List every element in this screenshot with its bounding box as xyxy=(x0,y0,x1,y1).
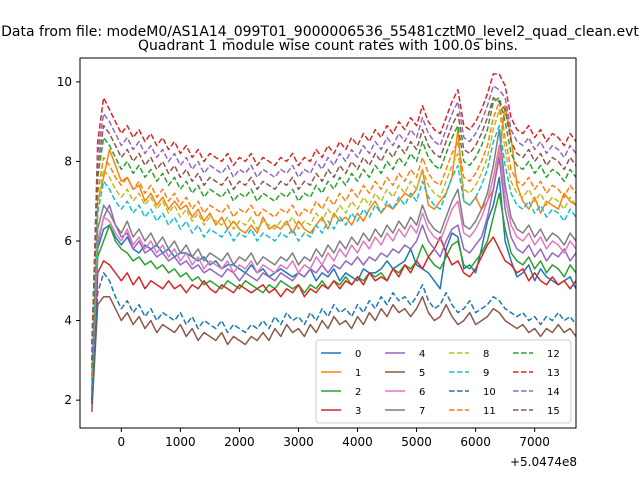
x-tick-label: 3000 xyxy=(283,435,314,449)
legend-label-14: 14 xyxy=(547,387,560,398)
series-line-6 xyxy=(91,144,576,393)
series-line-0 xyxy=(91,176,576,401)
x-tick-label: 2000 xyxy=(224,435,255,449)
plot-frame xyxy=(79,57,577,429)
series-line-8 xyxy=(91,108,576,385)
legend-label-13: 13 xyxy=(547,368,560,379)
series-line-2 xyxy=(91,192,576,401)
x-tick-label: 7000 xyxy=(519,435,550,449)
series-line-3 xyxy=(91,236,576,405)
series-line-10 xyxy=(91,272,576,401)
chart-title: Quadrant 1 module wise count rates with … xyxy=(138,38,518,54)
legend-label-7: 7 xyxy=(419,406,425,417)
legend-label-5: 5 xyxy=(419,368,425,379)
y-tick-label: 4 xyxy=(64,314,72,328)
series-layer xyxy=(91,73,576,413)
legend-label-6: 6 xyxy=(419,387,425,398)
legend-label-4: 4 xyxy=(419,349,425,360)
legend-label-12: 12 xyxy=(547,349,560,360)
legend-label-10: 10 xyxy=(483,387,496,398)
legend-label-1: 1 xyxy=(355,368,361,379)
series-line-13 xyxy=(91,73,576,361)
y-tick-label: 8 xyxy=(64,154,72,168)
series-line-12 xyxy=(91,97,576,369)
x-tick-label: 0 xyxy=(118,435,126,449)
figure-suptitle: Data from file: modeM0/AS1A14_099T01_900… xyxy=(1,24,639,40)
series-line-1 xyxy=(91,104,576,405)
legend-label-3: 3 xyxy=(355,406,361,417)
x-offset-label: +5.0474e8 xyxy=(510,455,577,469)
x-tick-label: 5000 xyxy=(401,435,432,449)
series-line-5 xyxy=(91,295,576,413)
legend-label-11: 11 xyxy=(483,406,496,417)
series-line-7 xyxy=(91,128,576,389)
legend-label-9: 9 xyxy=(483,368,489,379)
legend-label-15: 15 xyxy=(547,406,560,417)
series-line-15 xyxy=(91,97,576,345)
legend-box xyxy=(315,339,572,424)
y-tick-label: 2 xyxy=(64,393,72,407)
x-tick-label: 1000 xyxy=(165,435,196,449)
legend-label-0: 0 xyxy=(355,349,361,360)
x-tick-label: 6000 xyxy=(460,435,491,449)
legend-label-2: 2 xyxy=(355,387,361,398)
y-tick-label: 6 xyxy=(64,234,72,248)
x-tick-label: 4000 xyxy=(342,435,373,449)
series-line-4 xyxy=(91,156,576,397)
legend-label-8: 8 xyxy=(483,349,489,360)
series-line-14 xyxy=(91,85,576,353)
y-tick-label: 10 xyxy=(57,75,72,89)
series-line-11 xyxy=(91,101,576,377)
